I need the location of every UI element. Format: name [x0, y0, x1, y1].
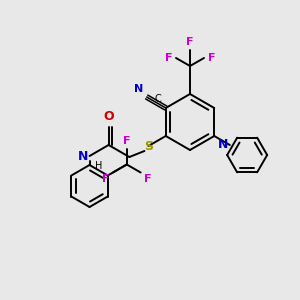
Text: F: F — [144, 173, 151, 184]
Text: F: F — [123, 136, 130, 146]
Text: F: F — [102, 173, 110, 184]
Text: N: N — [218, 138, 229, 151]
Text: F: F — [208, 53, 215, 63]
Text: N: N — [134, 84, 144, 94]
Text: S: S — [144, 140, 153, 152]
Text: F: F — [164, 53, 172, 63]
Text: F: F — [186, 37, 194, 47]
Text: H: H — [94, 161, 102, 171]
Text: O: O — [103, 110, 114, 123]
Text: C: C — [155, 94, 162, 103]
Text: N: N — [78, 149, 88, 163]
